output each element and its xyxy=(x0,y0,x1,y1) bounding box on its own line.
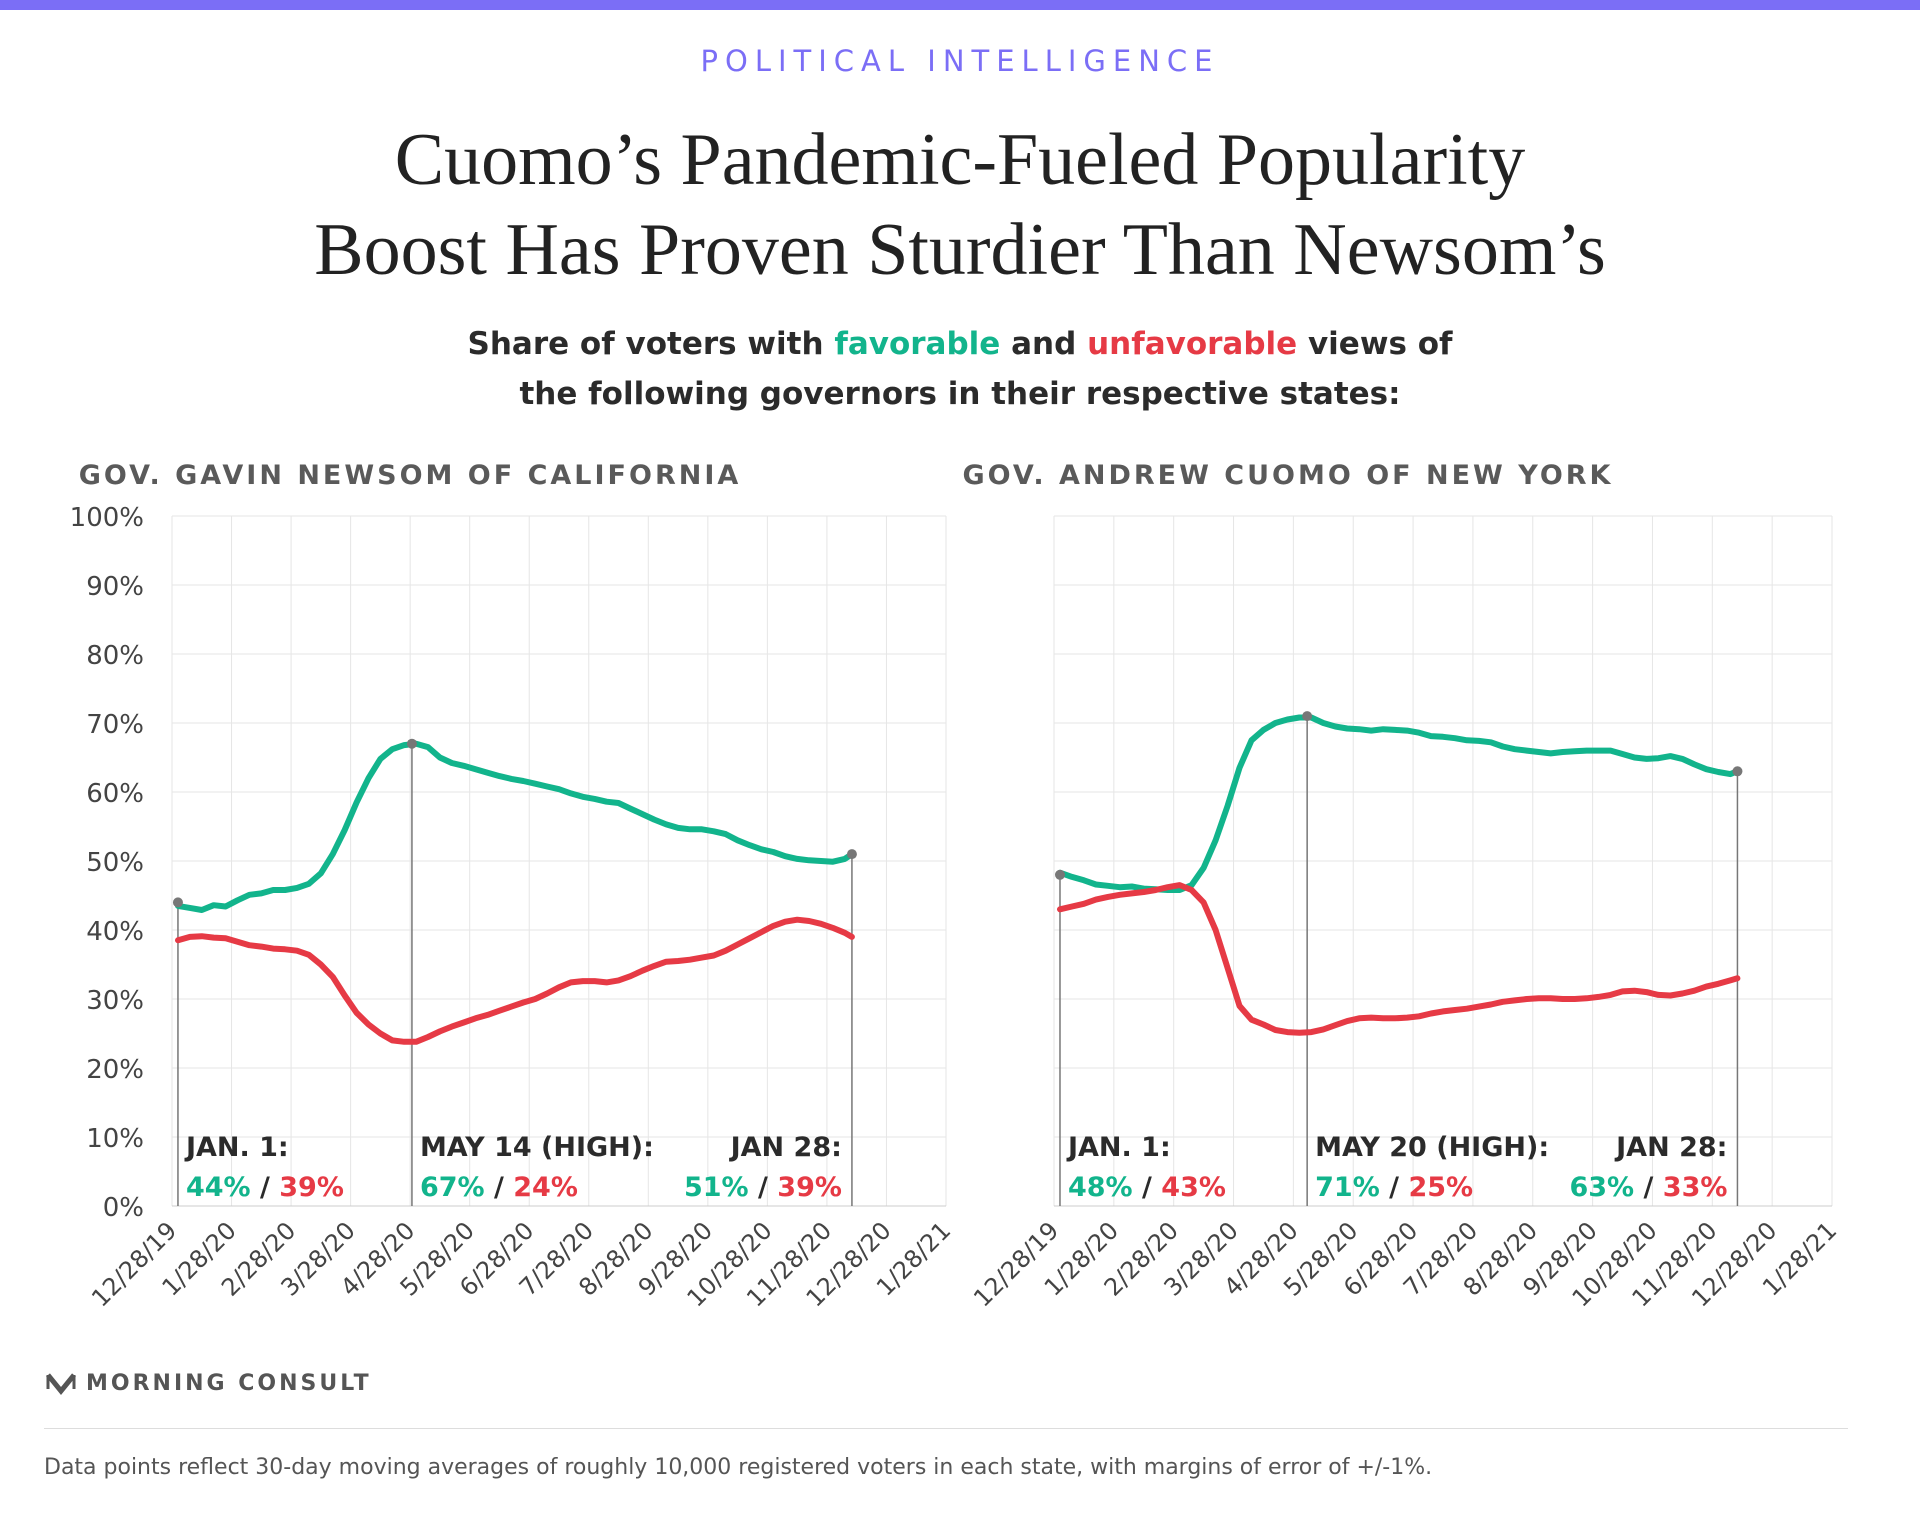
marker-dot xyxy=(406,738,417,749)
subtitle-favorable-word: favorable xyxy=(834,326,1001,362)
y-tick-label: 30% xyxy=(86,986,144,1016)
subtitle-text-a: Share of voters with xyxy=(467,326,835,362)
logo-wordmark: MORNING CONSULT xyxy=(86,1370,372,1396)
marker-label: JAN. 1: xyxy=(1066,1132,1171,1163)
chart-subtitle-line-1: Share of voters with favorable and unfav… xyxy=(0,326,1920,362)
marker-values: 67% / 24% xyxy=(420,1172,578,1203)
marker-dot xyxy=(172,897,183,908)
marker-dot xyxy=(846,849,857,860)
subtitle-unfavorable-word: unfavorable xyxy=(1087,326,1298,362)
marker-dot xyxy=(1302,711,1313,722)
marker-separator: / xyxy=(1634,1172,1663,1203)
morning-consult-logo: MORNING CONSULT xyxy=(46,1366,372,1400)
top-accent-bar xyxy=(0,0,1920,10)
panel-title-cuomo: GOV. ANDREW CUOMO OF NEW YORK xyxy=(962,460,1614,491)
marker-values: 44% / 39% xyxy=(186,1172,344,1203)
footnote: Data points reflect 30-day moving averag… xyxy=(44,1455,1433,1480)
marker-unfav-value: 43% xyxy=(1161,1172,1226,1203)
y-tick-label: 60% xyxy=(86,779,144,809)
series-line-unfavorable xyxy=(175,916,855,1045)
chart-subtitle-line-2: the following governors in their respect… xyxy=(519,376,1401,412)
marker-values: 71% / 25% xyxy=(1315,1172,1473,1203)
y-tick-label: 50% xyxy=(86,848,144,878)
x-tick-label: 12/28/19 xyxy=(968,1216,1064,1312)
marker-fav-value: 44% xyxy=(186,1172,251,1203)
marker-dot xyxy=(1054,869,1065,880)
y-tick-label: 80% xyxy=(86,641,144,671)
marker-values: 48% / 43% xyxy=(1068,1172,1226,1203)
marker-fav-value: 48% xyxy=(1068,1172,1133,1203)
x-tick-label: 12/28/19 xyxy=(86,1216,182,1312)
marker-label: JAN. 1: xyxy=(184,1132,289,1163)
marker-fav-value: 67% xyxy=(420,1172,485,1203)
panel-title-newsom: GOV. GAVIN NEWSOM OF CALIFORNIA xyxy=(78,460,742,491)
subtitle-text-b: and xyxy=(1000,326,1088,362)
chart-title-line-2: Boost Has Proven Sturdier Than Newsom’s xyxy=(314,209,1606,291)
marker-separator: / xyxy=(1380,1172,1409,1203)
marker-unfav-value: 33% xyxy=(1663,1172,1728,1203)
chart-title-line-1: Cuomo’s Pandemic-Fueled Popularity xyxy=(394,119,1526,201)
marker-separator: / xyxy=(251,1172,280,1203)
y-tick-label: 40% xyxy=(86,917,144,947)
footer-divider xyxy=(44,1428,1848,1429)
y-tick-label: 20% xyxy=(86,1055,144,1085)
marker-label: MAY 14 (HIGH): xyxy=(420,1132,654,1163)
marker-unfav-value: 39% xyxy=(279,1172,344,1203)
y-tick-label: 100% xyxy=(70,503,144,533)
marker-label: JAN 28: xyxy=(1614,1132,1727,1163)
marker-separator: / xyxy=(749,1172,778,1203)
marker-label: JAN 28: xyxy=(729,1132,842,1163)
morning-consult-m-icon xyxy=(46,1373,76,1395)
subtitle-text-c: views of xyxy=(1297,326,1453,362)
y-tick-label: 90% xyxy=(86,572,144,602)
y-tick-label: 70% xyxy=(86,710,144,740)
marker-separator: / xyxy=(485,1172,514,1203)
marker-fav-value: 51% xyxy=(684,1172,749,1203)
charts-canvas: 0% 10% 20% 30% 40% 50% 60% 70% 80% 90% 100% 12/28/1… xyxy=(70,503,1843,1312)
marker-fav-value: 71% xyxy=(1315,1172,1380,1203)
marker-unfav-value: 24% xyxy=(513,1172,578,1203)
series-line-unfavorable xyxy=(1057,882,1741,1036)
marker-values: 51% / 39% xyxy=(684,1172,842,1203)
series-line-favorable xyxy=(175,740,855,913)
marker-fav-value: 63% xyxy=(1569,1172,1634,1203)
section-kicker: POLITICAL INTELLIGENCE xyxy=(700,44,1220,78)
marker-unfav-value: 25% xyxy=(1408,1172,1473,1203)
marker-dot xyxy=(1732,766,1743,777)
marker-unfav-value: 39% xyxy=(777,1172,842,1203)
marker-separator: / xyxy=(1133,1172,1162,1203)
y-tick-label: 0% xyxy=(103,1193,144,1223)
marker-values: 63% / 33% xyxy=(1569,1172,1727,1203)
series-line-favorable xyxy=(1057,714,1741,893)
y-tick-label: 10% xyxy=(86,1124,144,1154)
marker-label: MAY 20 (HIGH): xyxy=(1315,1132,1549,1163)
